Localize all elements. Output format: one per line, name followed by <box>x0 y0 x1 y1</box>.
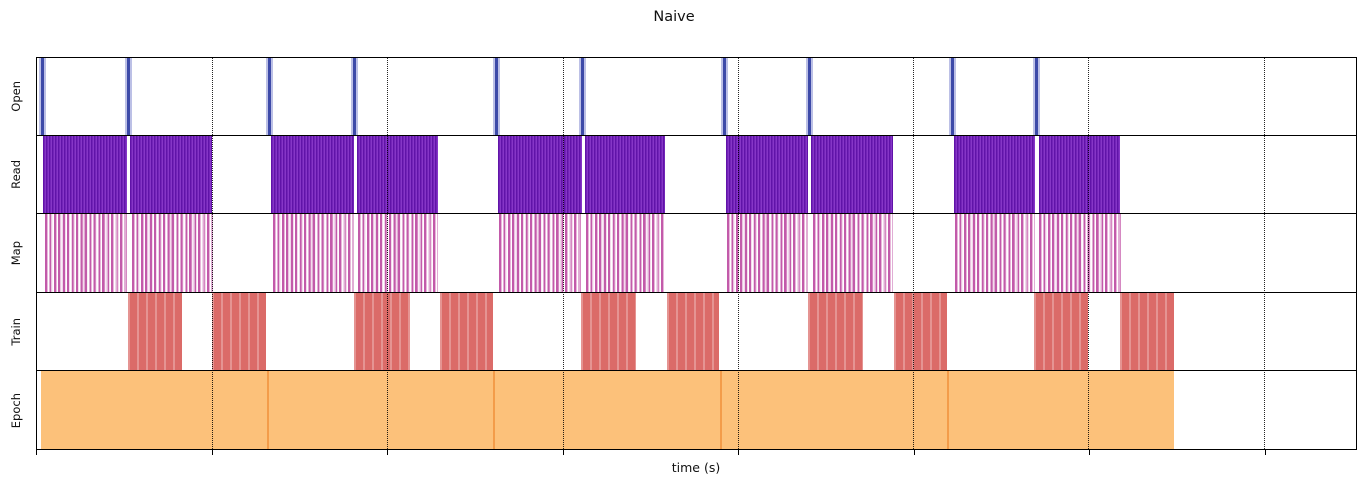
track-row-read <box>37 136 1356 215</box>
open-event-marker <box>124 58 132 136</box>
epoch-interval-bar <box>267 370 494 449</box>
ylabel-slot: Open <box>2 57 30 136</box>
open-event-marker <box>579 58 587 136</box>
y-tick-label-epoch: Epoch <box>9 393 23 429</box>
open-event-marker <box>493 58 501 136</box>
read-interval-bar <box>498 136 582 214</box>
epoch-interval-bar <box>947 370 1175 449</box>
vertical-gridline <box>737 58 739 449</box>
read-interval-bar <box>811 136 894 214</box>
open-event-marker <box>266 58 274 136</box>
read-interval-bar <box>953 136 1036 214</box>
x-tick-mark <box>1088 450 1091 455</box>
map-interval-bar <box>726 214 808 292</box>
x-axis-label: time (s) <box>671 460 721 475</box>
y-tick-label-read: Read <box>9 160 23 190</box>
read-interval-bar <box>270 136 354 214</box>
read-interval-bar <box>43 136 128 214</box>
read-interval-bar <box>726 136 809 214</box>
map-interval-bar <box>358 214 439 292</box>
map-interval-bar <box>499 214 582 292</box>
ylabel-slot: Epoch <box>2 371 30 450</box>
x-tick-mark <box>211 450 213 455</box>
open-event-marker <box>948 58 956 136</box>
y-tick-label-map: Map <box>9 241 23 266</box>
map-interval-bar <box>45 214 127 292</box>
track-row-open <box>37 58 1356 137</box>
train-interval-bar <box>212 292 266 370</box>
ylabel-slot: Train <box>2 293 30 372</box>
read-interval-bar <box>356 136 439 214</box>
open-event-marker <box>39 58 47 136</box>
open-event-marker <box>351 58 359 136</box>
train-interval-bar <box>353 292 411 370</box>
open-event-marker <box>721 58 729 136</box>
train-interval-bar <box>127 292 183 370</box>
x-tick-mark <box>737 450 740 455</box>
chart-title: Naive <box>653 9 695 25</box>
read-interval-bar <box>1038 136 1121 214</box>
x-axis-ticks <box>36 450 1357 456</box>
track-row-epoch <box>37 370 1356 449</box>
ylabel-slot: Read <box>2 136 30 215</box>
open-event-marker <box>1033 58 1041 136</box>
map-interval-bar <box>1039 214 1122 292</box>
y-tick-label-open: Open <box>9 80 23 112</box>
epoch-interval-bar <box>493 370 720 449</box>
train-interval-bar <box>807 292 864 370</box>
open-event-marker <box>805 58 813 136</box>
map-interval-bar <box>954 214 1036 292</box>
ylabel-slot: Map <box>2 214 30 293</box>
map-interval-bar <box>812 214 893 292</box>
vertical-gridline <box>1263 58 1265 449</box>
vertical-gridline <box>562 58 564 449</box>
x-tick-mark <box>386 450 389 455</box>
train-interval-bar <box>439 292 494 370</box>
epoch-interval-bar <box>40 370 268 449</box>
train-interval-bar <box>666 292 720 370</box>
map-interval-bar <box>131 214 213 292</box>
vertical-gridline <box>212 58 214 449</box>
vertical-gridline <box>913 58 915 449</box>
x-tick-mark <box>913 450 915 455</box>
x-tick-mark <box>1264 450 1266 455</box>
train-interval-bar <box>1120 292 1174 370</box>
vertical-gridline <box>387 58 389 449</box>
read-interval-bar <box>584 136 666 214</box>
epoch-interval-bar <box>719 370 948 449</box>
read-interval-bar <box>130 136 213 214</box>
train-interval-bar <box>893 292 948 370</box>
y-axis-labels: Open Read Map Train Epoch <box>2 57 30 450</box>
x-tick-mark <box>562 450 564 455</box>
plot-area <box>36 57 1357 450</box>
vertical-gridline <box>1088 58 1090 449</box>
map-interval-bar <box>272 214 354 292</box>
train-interval-bar <box>1034 292 1089 370</box>
train-interval-bar <box>580 292 637 370</box>
track-row-train <box>37 292 1356 371</box>
x-tick-mark <box>36 450 38 455</box>
y-tick-label-train: Train <box>9 318 23 346</box>
track-row-map <box>37 214 1356 293</box>
map-interval-bar <box>586 214 666 292</box>
